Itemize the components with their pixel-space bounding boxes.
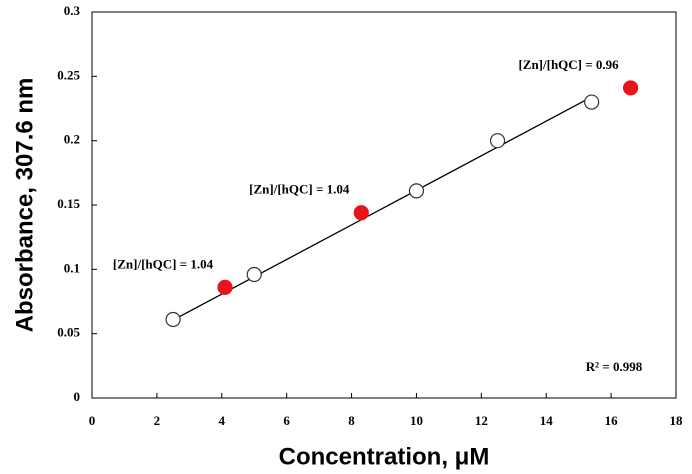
x-tick-label: 18 xyxy=(670,413,684,428)
point xyxy=(165,311,181,328)
x-tick-label: 10 xyxy=(410,413,423,428)
y-tick-label: 0.15 xyxy=(57,196,80,211)
point xyxy=(622,80,639,96)
x-tick-label: 2 xyxy=(154,413,161,428)
annotation: [Zn]/[hQC] = 0.96 xyxy=(518,57,619,72)
x-tick-label: 0 xyxy=(89,413,96,428)
y-tick-label: 0.3 xyxy=(64,3,81,18)
point xyxy=(246,266,262,283)
y-tick-label: 0.2 xyxy=(64,132,80,147)
point xyxy=(408,183,425,199)
y-tick-label: 0.25 xyxy=(57,67,80,82)
x-tick-label: 4 xyxy=(219,413,226,428)
y-axis-title: Absorbance, 307.6 nm xyxy=(11,78,38,333)
point xyxy=(489,133,506,149)
r-squared: R² = 0.998 xyxy=(586,359,643,374)
x-tick-label: 16 xyxy=(605,413,619,428)
point xyxy=(584,94,600,110)
point xyxy=(353,205,369,221)
x-tick-label: 8 xyxy=(348,413,355,428)
annotation: [Zn]/[hQC] = 1.04 xyxy=(113,256,214,271)
x-tick-label: 14 xyxy=(540,413,554,428)
x-tick-label: 12 xyxy=(475,413,488,428)
y-tick-label: 0.05 xyxy=(57,325,80,340)
point xyxy=(217,279,233,295)
annotation: [Zn]/[hQC] = 1.04 xyxy=(249,182,350,197)
y-tick-label: 0.1 xyxy=(64,260,80,275)
fit-line xyxy=(172,96,592,321)
x-tick-label: 6 xyxy=(283,413,290,428)
x-axis-title: Concentration, μM xyxy=(279,443,490,470)
y-tick-label: 0 xyxy=(74,389,81,404)
